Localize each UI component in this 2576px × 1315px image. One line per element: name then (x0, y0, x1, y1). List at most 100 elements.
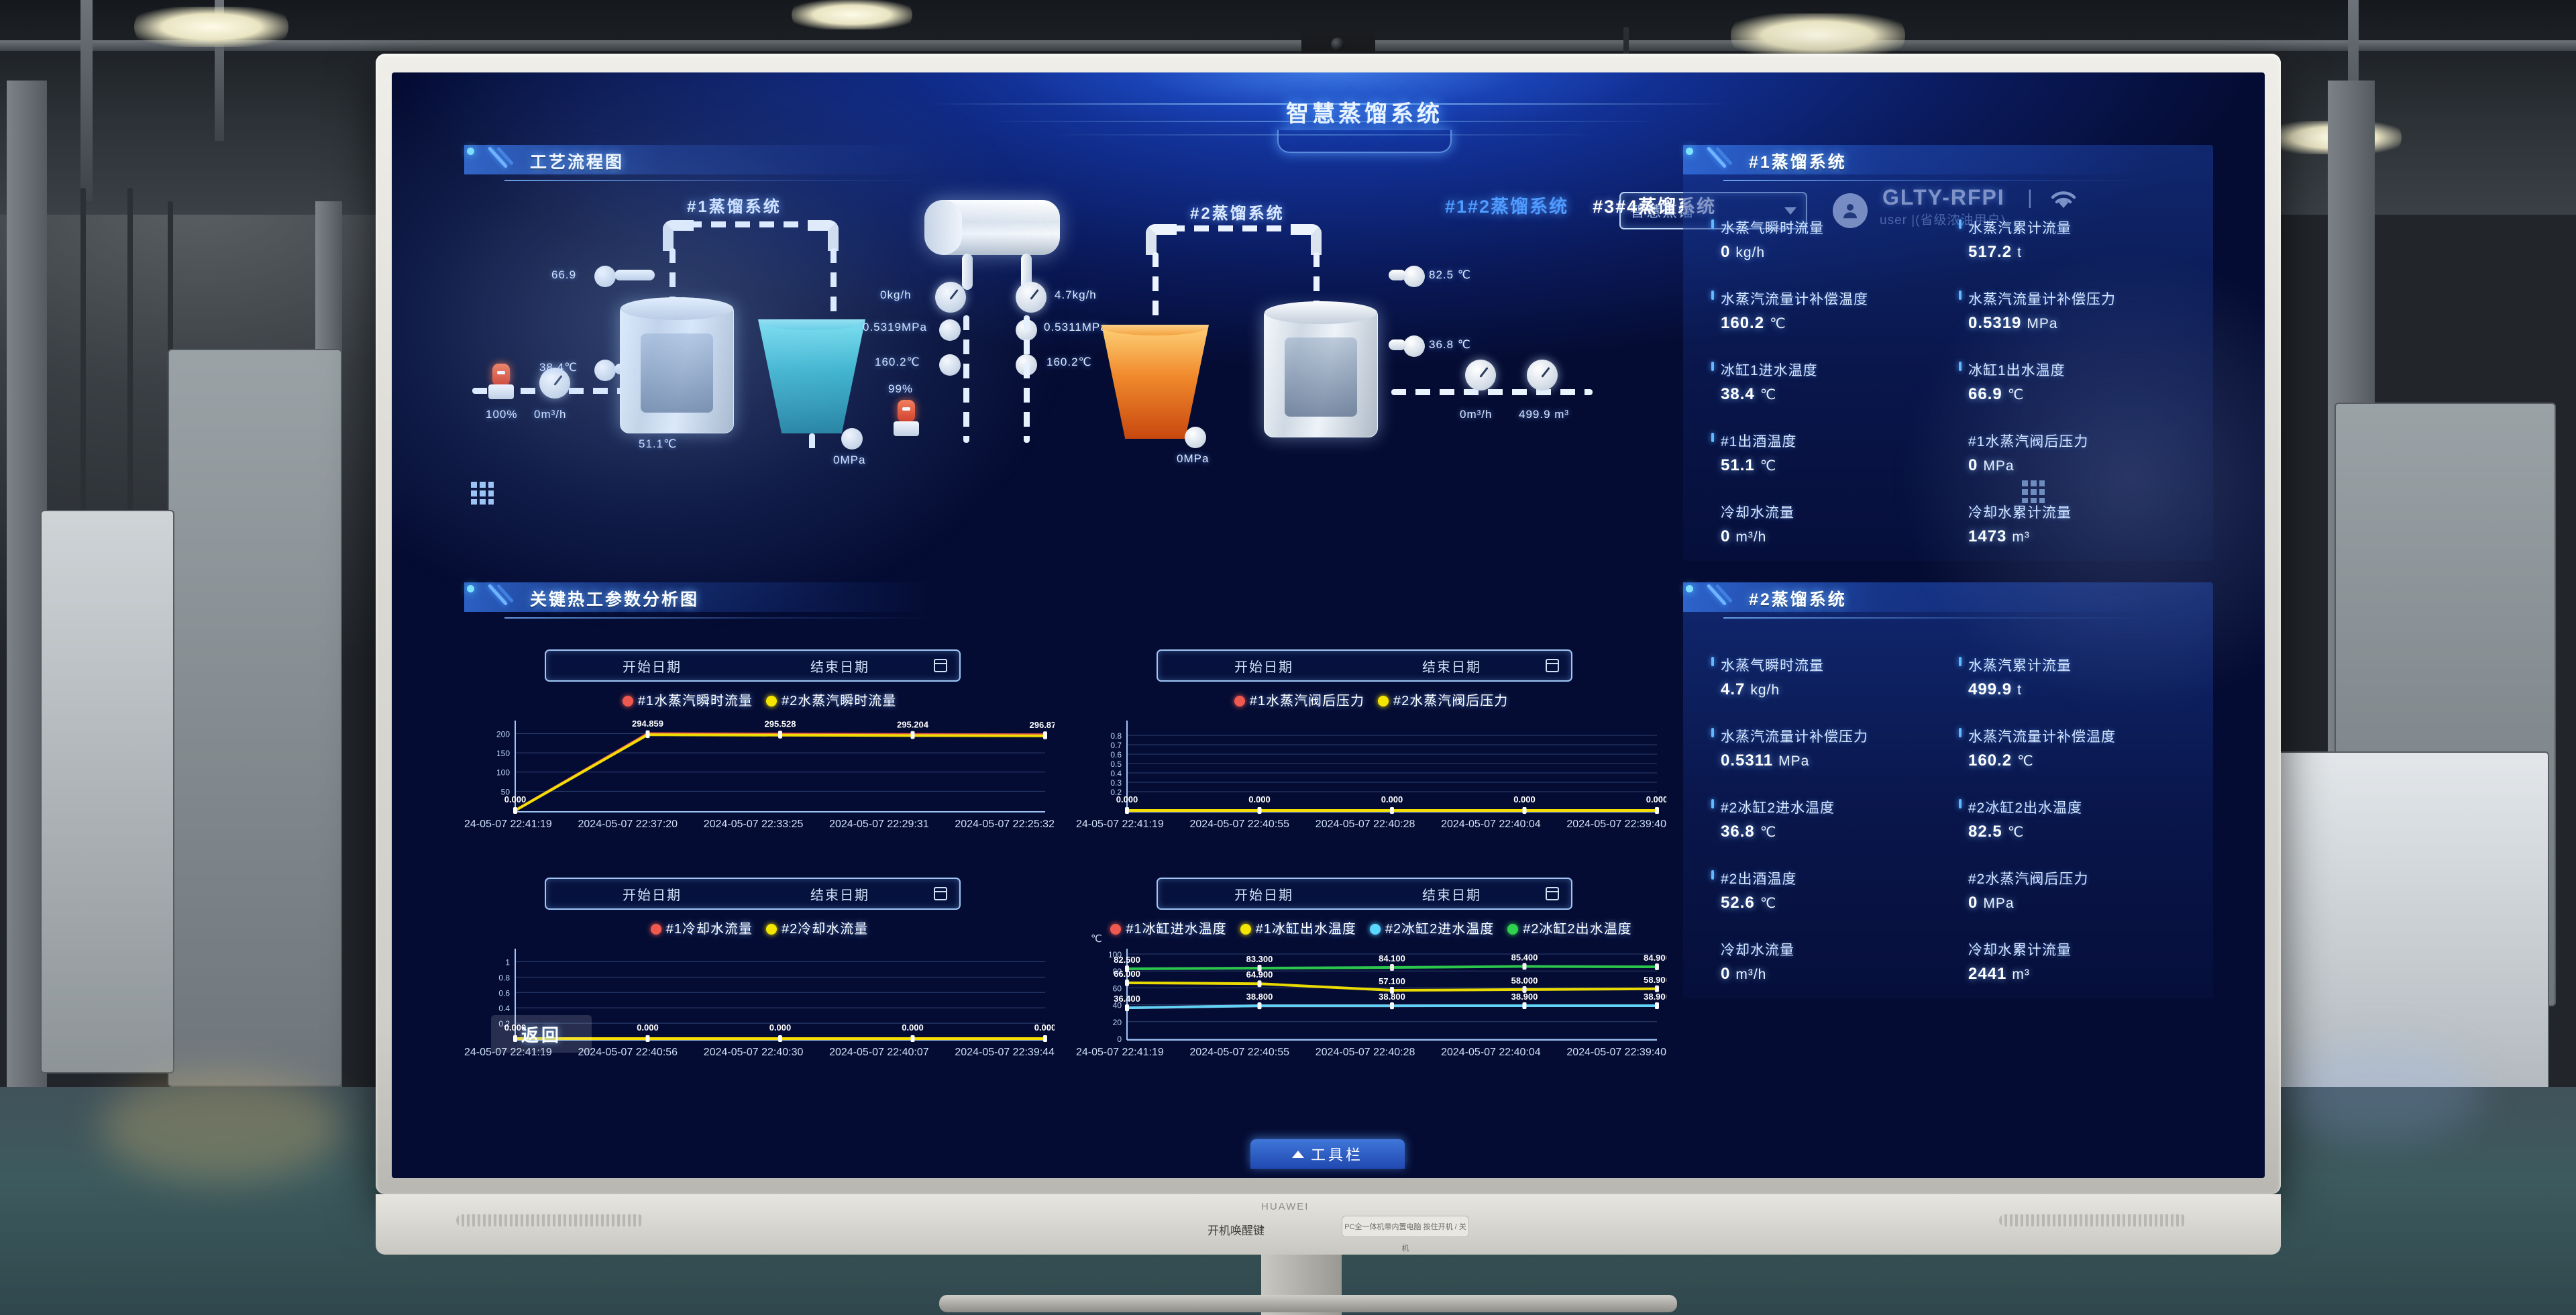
svg-text:58.000: 58.000 (1511, 976, 1538, 986)
pipe-segment (1021, 254, 1032, 290)
back-button[interactable]: 返回 (491, 1015, 592, 1053)
metric-label: 水蒸汽流量计补偿温度 (1721, 292, 1868, 307)
svg-text:1: 1 (505, 957, 510, 967)
date-range-picker[interactable]: 开始日期 结束日期 (545, 649, 961, 682)
svg-text:100: 100 (496, 768, 510, 778)
legend-item[interactable]: #2水蒸汽瞬时流量 (766, 690, 896, 709)
legend-item[interactable]: #1水蒸汽阀后压力 (1234, 690, 1364, 709)
end-date-field[interactable]: 结束日期 (1422, 660, 1481, 675)
svg-text:36.400: 36.400 (1114, 994, 1140, 1004)
legend-label: #2水蒸汽阀后压力 (1393, 694, 1509, 708)
metric-value: 0 m³/h (1721, 965, 1767, 983)
metric-item: #1水蒸汽阀后压力 0 MPa (1959, 431, 2194, 475)
date-range-picker[interactable]: 开始日期 结束日期 (545, 878, 961, 910)
svg-text:83.300: 83.300 (1246, 954, 1273, 964)
svg-text:0.8: 0.8 (1110, 731, 1122, 741)
legend-item[interactable]: #2冷却水流量 (766, 918, 868, 937)
legend-item[interactable]: #1冷却水流量 (650, 918, 753, 937)
x-tick-label: 2024-05-07 22:40:55 (1189, 1047, 1290, 1058)
svg-text:57.100: 57.100 (1379, 976, 1405, 986)
calendar-icon[interactable] (934, 659, 947, 672)
pipe-segment (687, 221, 814, 227)
system-1-metrics-panel (1683, 145, 2213, 561)
svg-text:295.204: 295.204 (897, 719, 929, 729)
metric-label: 冷却水累计流量 (1968, 943, 2072, 958)
calendar-icon[interactable] (934, 887, 947, 900)
system-2-metric-grid: 水蒸气瞬时流量 4.7 kg/h 水蒸汽累计流量 499.9 t 水蒸汽流量计补偿压力 0.5… (1711, 655, 2194, 984)
metric-value: 1473 m³ (1968, 527, 2030, 545)
equipment-rack (40, 510, 174, 1073)
calendar-icon[interactable] (1546, 659, 1559, 672)
calendar-icon[interactable] (1546, 887, 1559, 900)
metric-item: #2冰缸2出水温度 82.5 ℃ (1959, 797, 2194, 841)
legend-item[interactable]: #2冰缸2出水温度 (1507, 918, 1631, 937)
svg-text:82.500: 82.500 (1114, 955, 1140, 965)
valve-sensor-icon (492, 364, 510, 386)
svg-text:0.000: 0.000 (769, 1022, 792, 1033)
end-date-field[interactable]: 结束日期 (1422, 888, 1481, 903)
temp-sensor-icon (1403, 335, 1425, 357)
legend-item[interactable]: #1水蒸汽瞬时流量 (622, 690, 753, 709)
x-tick-label: 2024-05-07 22:40:56 (578, 1047, 678, 1058)
group-title-1: #1蒸馏系统 (687, 198, 782, 216)
control-valve-icon (898, 400, 915, 423)
date-range-picker[interactable]: 开始日期 结束日期 (1157, 878, 1572, 910)
system-1-panel-header: #1蒸馏系统 (1683, 145, 2153, 181)
start-date-field[interactable]: 开始日期 (1234, 660, 1293, 675)
metric-value: 0.5319 MPa (1968, 314, 2058, 332)
legend-color-dot (650, 924, 661, 935)
x-tick-label: 2024-05-07 22:25:32 (955, 819, 1055, 830)
end-date-field[interactable]: 结束日期 (810, 660, 869, 675)
plot-area: 0 20 40 60 80 100 66.000 64.900 57.100 58.000 58.9… (1076, 945, 1666, 1045)
metric-item: 冰缸1出水温度 66.9 ℃ (1959, 360, 2194, 404)
press-low-2: 0MPa (1177, 452, 1210, 465)
flow-gauge-1-icon (935, 282, 966, 313)
distillation-tank-1 (620, 297, 734, 433)
metric-item: #2水蒸汽阀后压力 0 MPa (1959, 868, 2194, 912)
svg-text:60: 60 (1113, 984, 1122, 993)
metric-label: 冷却水累计流量 (1968, 505, 2072, 521)
legend-label: #1冰缸出水温度 (1255, 922, 1356, 937)
metric-item: 水蒸汽累计流量 517.2 t (1959, 217, 2194, 262)
svg-text:0.7: 0.7 (1110, 741, 1122, 750)
chart-legend: #1冰缸进水温度 #1冰缸出水温度 #2冰缸2进水温度 #2冰缸2出水温度 (1076, 918, 1666, 937)
start-date-field[interactable]: 开始日期 (623, 660, 682, 675)
right-total: 499.9 m³ (1519, 408, 1570, 421)
grid-menu-icon[interactable] (471, 482, 494, 505)
tab-system-12[interactable]: #1#2蒸馏系统 (1445, 197, 1569, 217)
svg-text:294.859: 294.859 (632, 719, 663, 729)
toolbar-button[interactable]: 工具栏 (1250, 1139, 1405, 1169)
svg-text:38.800: 38.800 (1246, 992, 1273, 1002)
page-title: 智慧蒸馏系统 (1286, 101, 1443, 127)
svg-text:64.900: 64.900 (1246, 969, 1273, 980)
legend-item[interactable]: #2冰缸2进水温度 (1369, 918, 1494, 937)
svg-text:0.000: 0.000 (902, 1022, 924, 1033)
x-axis-labels: 24-05-07 22:41:19 2024-05-07 22:37:20 2024… (464, 819, 1055, 831)
panel-dot-icon (467, 148, 474, 155)
legend-label: #2水蒸汽瞬时流量 (782, 694, 897, 708)
start-date-field[interactable]: 开始日期 (623, 888, 682, 903)
chart-legend: #1水蒸汽阀后压力 #2水蒸汽阀后压力 (1076, 690, 1666, 709)
title-underglow (1277, 130, 1452, 153)
metric-value: 0 MPa (1968, 894, 2015, 912)
right-temp-in: 36.8 ℃ (1429, 338, 1471, 351)
legend-color-dot (1234, 696, 1245, 706)
legend-item[interactable]: #1冰缸进水温度 (1110, 918, 1226, 937)
svg-text:66.000: 66.000 (1114, 969, 1140, 979)
metric-tick-icon (1959, 362, 1962, 371)
distillation-tank-2 (1264, 301, 1378, 437)
header-wave-decoration (902, 72, 1760, 153)
end-date-field[interactable]: 结束日期 (810, 888, 869, 903)
caret-up-icon (1291, 1150, 1304, 1158)
x-tick-label: 24-05-07 22:41:19 (1076, 819, 1164, 830)
legend-item[interactable]: #2水蒸汽阀后压力 (1378, 690, 1508, 709)
metric-tick-icon (1959, 799, 1962, 808)
plot-area: 0.2 0.3 0.4 0.5 0.6 0.7 0.8 0.000 0.000 0.000 0.00… (1076, 717, 1666, 817)
legend-item[interactable]: #1冰缸出水温度 (1240, 918, 1356, 937)
x-tick-label: 2024-05-07 22:40:04 (1441, 1047, 1541, 1058)
date-range-picker[interactable]: 开始日期 结束日期 (1157, 649, 1572, 682)
metric-label: 水蒸气瞬时流量 (1721, 221, 1824, 236)
speaker-grille (456, 1214, 644, 1226)
start-date-field[interactable]: 开始日期 (1234, 888, 1293, 903)
left-temp-out: 66.9 (551, 268, 577, 281)
